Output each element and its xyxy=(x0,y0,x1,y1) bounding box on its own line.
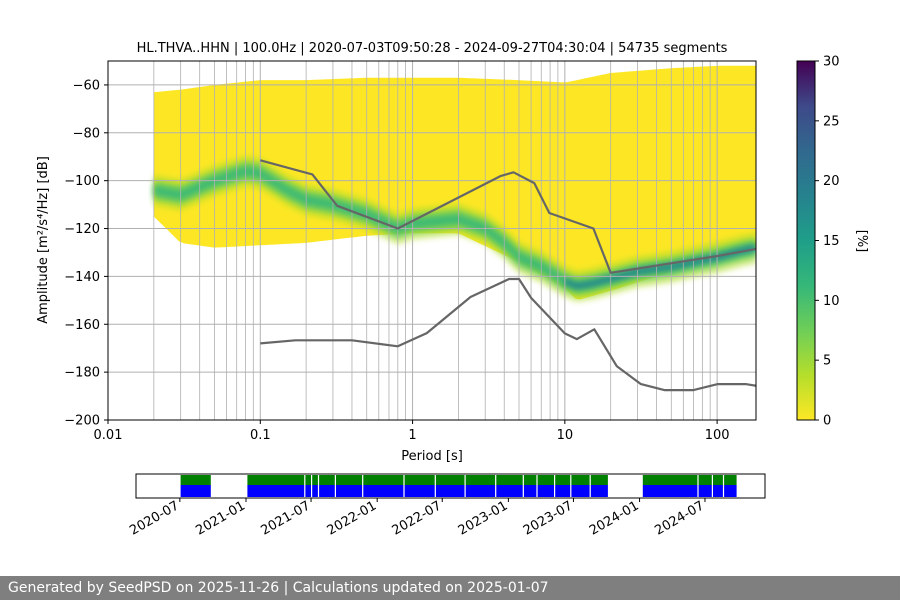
colorbar-label: [%] xyxy=(854,230,869,253)
timeline-ticks: 2020-07 2021-01 2021-07 2022-01 2022-07 2023-… xyxy=(127,498,707,539)
availability-gap xyxy=(554,475,556,497)
timeline-tick-label: 2022-01 xyxy=(325,498,380,538)
colorbar-tick-label: 10 xyxy=(823,294,840,309)
availability-bar xyxy=(180,475,211,485)
series-line-nhnm xyxy=(260,159,756,274)
psd-heatmap xyxy=(153,65,756,302)
colorbar-tick-label: 5 xyxy=(823,354,831,369)
colorbar-tick-label: 0 xyxy=(823,414,831,429)
y-axis-label: Amplitude [m²/s⁴/Hz] [dB] xyxy=(36,156,51,324)
data-availability-timeline: 2020-07 2021-01 2021-07 2022-01 2022-07 2023-… xyxy=(127,473,766,539)
availability-gap xyxy=(362,475,364,497)
colorbar: 0 5 10 15 20 25 30 [%] xyxy=(796,55,869,429)
chart-svg: HL.THVA..HHN | 100.0Hz | 2020-07-03T09:5… xyxy=(36,41,869,539)
timeline-tick-label: 2021-07 xyxy=(258,498,313,538)
availability-gap xyxy=(464,475,466,497)
y-tick-label: −100 xyxy=(64,174,100,189)
x-axis-label: Period [s] xyxy=(401,449,463,464)
colorbar-gradient xyxy=(796,60,816,421)
psd-density-peak xyxy=(564,244,756,289)
timeline-tick-label: 2021-01 xyxy=(193,498,248,538)
y-tick-label: −160 xyxy=(64,318,100,333)
psd-occupied-region xyxy=(153,65,756,300)
y-tick-label: −140 xyxy=(64,270,100,285)
colorbar-tick-label: 30 xyxy=(823,55,840,70)
availability-gap xyxy=(304,475,306,497)
timeline-frame xyxy=(135,473,766,499)
chart-title: HL.THVA..HHN | 100.0Hz | 2020-07-03T09:5… xyxy=(137,41,728,56)
plot-frame xyxy=(107,60,757,421)
availability-gap xyxy=(317,475,320,497)
x-tick-label: 10 xyxy=(557,428,574,443)
availability-bar xyxy=(247,475,608,485)
availability-gap xyxy=(311,475,313,497)
y-tick-label: −60 xyxy=(73,78,100,93)
timeline-tick-label: 2020-07 xyxy=(127,498,182,538)
noise-model-lines xyxy=(260,159,756,392)
timeline-tick-label: 2024-01 xyxy=(587,498,642,538)
availability-gap xyxy=(434,475,436,497)
availability-gap xyxy=(570,475,572,497)
series-line-nlnm xyxy=(260,277,756,392)
y-tick-label: −120 xyxy=(64,222,100,237)
timeline-tick-label: 2022-07 xyxy=(390,498,445,538)
x-tick-label: 0.01 xyxy=(94,428,123,443)
timeline-tick-label: 2023-01 xyxy=(456,498,511,538)
psd-density-high xyxy=(153,166,756,291)
timeline-tick-label: 2024-07 xyxy=(652,498,707,538)
footer-bar: Generated by SeedPSD on 2025-11-26 | Cal… xyxy=(0,576,900,600)
x-tick-label: 0.1 xyxy=(250,428,271,443)
psd-plot-area: 0.01 0.1 1 10 100 −60 −80 −100 −120 −140 −160 −180… xyxy=(64,60,757,443)
availability-gap xyxy=(722,475,725,497)
timeline-tick-label: 2023-07 xyxy=(521,498,576,538)
timeline-bars xyxy=(180,475,737,497)
colorbar-tick-label: 25 xyxy=(823,114,840,129)
availability-gap xyxy=(536,475,538,497)
availability-bar xyxy=(642,475,737,485)
availability-gap xyxy=(334,475,336,497)
x-tick-label: 100 xyxy=(705,428,730,443)
availability-gap xyxy=(711,475,713,497)
x-axis-ticks: 0.01 0.1 1 10 100 xyxy=(94,420,730,443)
colorbar-tick-label: 20 xyxy=(823,174,840,189)
footer-text: Generated by SeedPSD on 2025-11-26 | Cal… xyxy=(8,580,549,596)
y-tick-label: −200 xyxy=(64,414,100,429)
availability-bar xyxy=(642,485,737,497)
x-tick-label: 1 xyxy=(408,428,416,443)
y-tick-label: −180 xyxy=(64,366,100,381)
colorbar-ticks: 0 5 10 15 20 25 30 xyxy=(815,55,840,429)
availability-bar xyxy=(247,485,608,497)
y-tick-label: −80 xyxy=(73,126,100,141)
availability-gap xyxy=(697,475,699,497)
availability-gap xyxy=(522,475,524,497)
availability-gap xyxy=(403,475,405,497)
y-axis-ticks: −60 −80 −100 −120 −140 −160 −180 −200 xyxy=(64,78,108,429)
availability-gap xyxy=(589,475,591,497)
availability-bar xyxy=(180,485,211,497)
availability-gap xyxy=(495,475,497,497)
colorbar-tick-label: 15 xyxy=(823,234,840,249)
